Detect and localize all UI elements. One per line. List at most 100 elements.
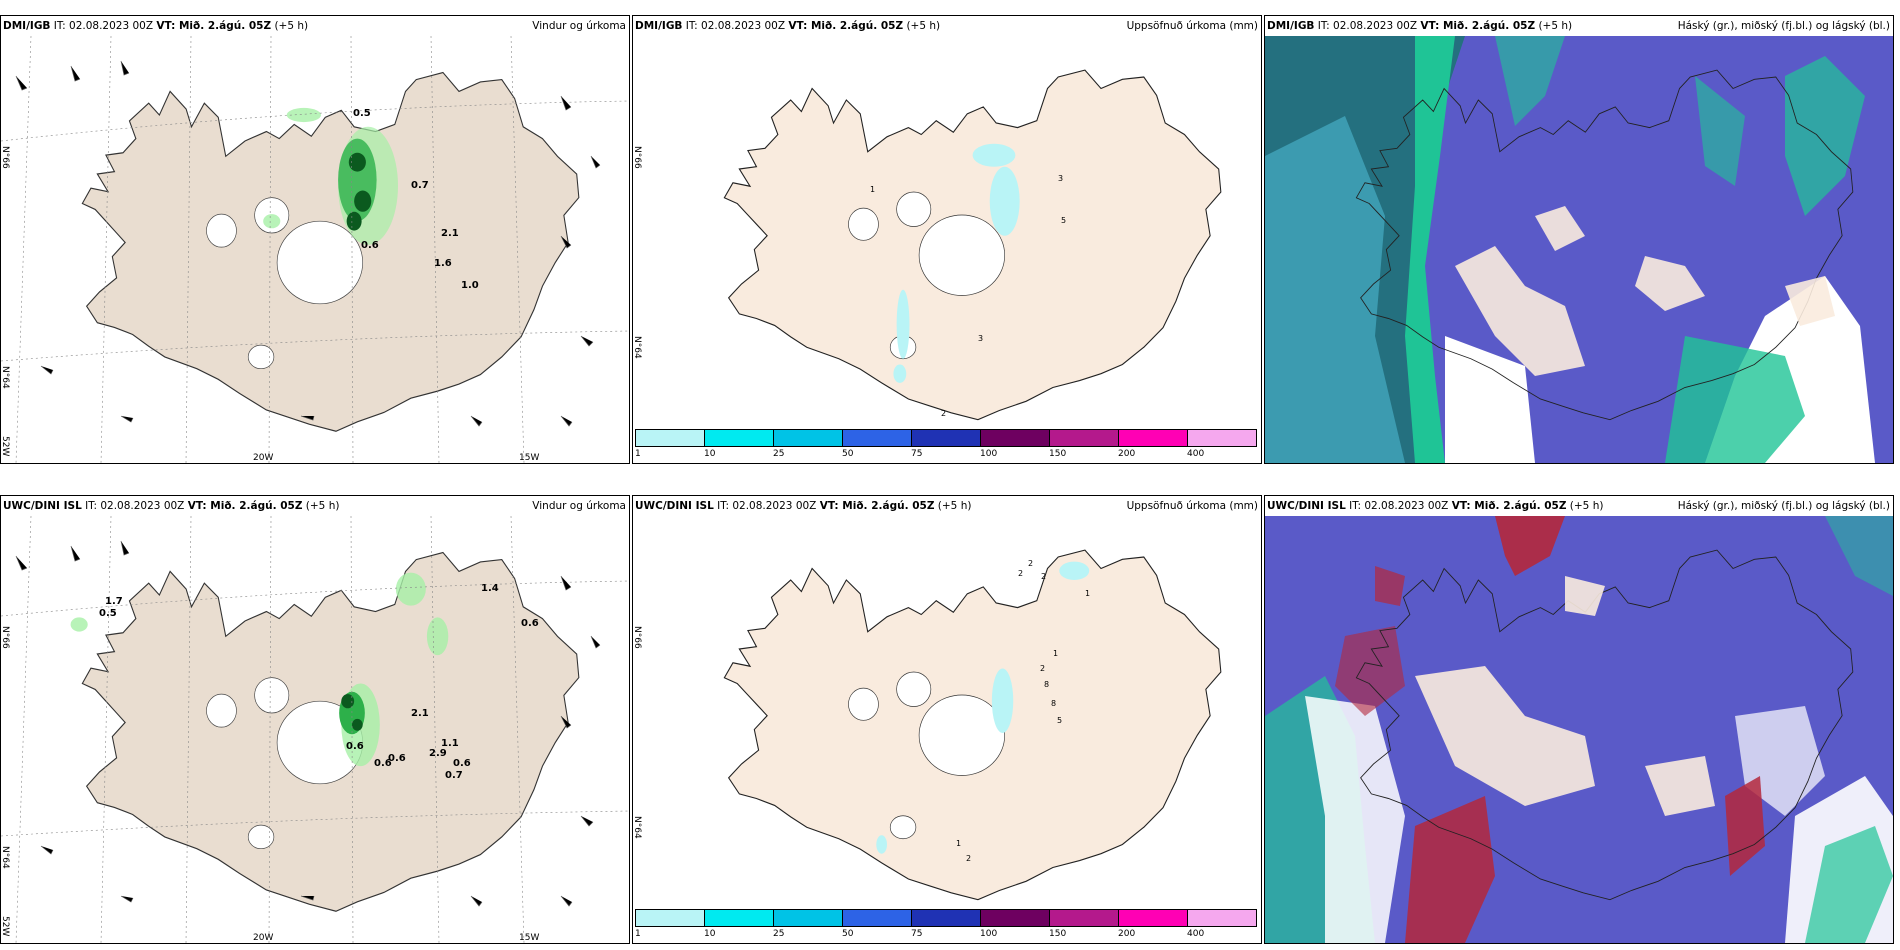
precip-label: 1.0 xyxy=(461,280,479,291)
panel-uwc-wind-precip: UWC/DINI ISL IT: 02.08.2023 00Z VT: Mið.… xyxy=(0,495,630,944)
lat-label: N°66 xyxy=(633,146,642,169)
precip-label: 2.1 xyxy=(411,708,429,719)
init-time: IT: 02.08.2023 00Z xyxy=(53,20,154,32)
wind-precip-map: 0.5 0.7 0.6 2.1 1.6 1.0 N°66 N°64 52W 20… xyxy=(1,36,629,463)
lat-label: N°66 xyxy=(633,626,642,649)
colorbar-tick-label: 1 xyxy=(635,929,641,939)
contour-label: 3 xyxy=(1058,174,1063,183)
valid-time: VT: Mið. 2.ágú. 05Z xyxy=(187,500,303,512)
lon-label: 52W xyxy=(1,916,10,936)
precip-label: 0.5 xyxy=(353,108,371,119)
colorbar-swatch xyxy=(704,429,774,447)
contour-label: 2 xyxy=(1041,572,1046,581)
lat-label: N°64 xyxy=(1,366,10,389)
colorbar-swatch xyxy=(635,909,705,927)
lon-label: 15W xyxy=(519,933,539,943)
precip-label: 1.1 xyxy=(441,738,459,749)
precip-label: 0.6 xyxy=(346,741,364,752)
colorbar-tick-label: 25 xyxy=(773,929,785,939)
colorbar-swatch xyxy=(911,909,981,927)
colorbar-swatch xyxy=(1049,429,1119,447)
contour-label: 5 xyxy=(1061,216,1066,225)
precip-label: 1.7 xyxy=(105,596,123,607)
precip-label: 2.1 xyxy=(441,228,459,239)
colorbar-tick-label: 400 xyxy=(1187,449,1205,459)
valid-time: VT: Mið. 2.ágú. 05Z xyxy=(788,20,904,32)
colorbar-tick-label: 50 xyxy=(842,929,854,939)
precip-label: 1.4 xyxy=(481,583,499,594)
lead-time: (+5 h) xyxy=(305,500,340,512)
contour-label: 1 xyxy=(1085,589,1090,598)
valid-time: VT: Mið. 2.ágú. 05Z xyxy=(1420,20,1536,32)
panel-dmi-wind-precip: DMI/IGB IT: 02.08.2023 00Z VT: Mið. 2.ág… xyxy=(0,15,630,464)
contour-label: 1 xyxy=(1053,649,1058,658)
lon-label: 15W xyxy=(519,453,539,463)
precip-label: 0.7 xyxy=(411,180,429,191)
lat-label: N°66 xyxy=(1,626,10,649)
field-name: Uppsöfnuð úrkoma (mm) xyxy=(1126,20,1258,32)
colorbar-tick-label: 1 xyxy=(635,449,641,459)
model-name: DMI/IGB xyxy=(3,20,51,32)
contour-label: 2 xyxy=(1040,664,1045,673)
colorbar-tick-label: 75 xyxy=(911,449,923,459)
lead-time: (+5 h) xyxy=(906,20,941,32)
contour-label: 8 xyxy=(1051,699,1056,708)
contour-label: 1 xyxy=(956,839,961,848)
contour-label: 1 xyxy=(870,185,875,194)
precip-label: 2.9 xyxy=(429,748,447,759)
colorbar-swatch xyxy=(842,429,912,447)
colorbar-tick-label: 50 xyxy=(842,449,854,459)
field-name: Uppsöfnuð úrkoma (mm) xyxy=(1126,500,1258,512)
lead-time: (+5 h) xyxy=(274,20,309,32)
lead-time: (+5 h) xyxy=(1538,20,1573,32)
colorbar-tick-label: 10 xyxy=(704,929,716,939)
contour-label: 2 xyxy=(1018,569,1023,578)
colorbar-swatch xyxy=(1187,909,1257,927)
precip-label: 0.6 xyxy=(453,758,471,769)
colorbar-tick-label: 25 xyxy=(773,449,785,459)
colorbar-swatch xyxy=(635,429,705,447)
colorbar-swatch xyxy=(980,429,1050,447)
precip-label: 0.6 xyxy=(361,240,379,251)
init-time: IT: 02.08.2023 00Z xyxy=(717,500,817,512)
lon-label: 20W xyxy=(253,453,273,463)
field-name: Vindur og úrkoma xyxy=(532,20,626,32)
precip-label: 0.7 xyxy=(445,770,463,781)
precip-label: 0.6 xyxy=(374,758,392,769)
colorbar-tick-label: 75 xyxy=(911,929,923,939)
panel-header: DMI/IGB IT: 02.08.2023 00Z VT: Mið. 2.ág… xyxy=(1,16,629,36)
valid-time: VT: Mið. 2.ágú. 05Z xyxy=(1451,500,1567,512)
lat-label: N°64 xyxy=(1,846,10,869)
colorbar-swatch xyxy=(704,909,774,927)
lat-label: N°64 xyxy=(633,336,642,359)
colorbar-tick-label: 100 xyxy=(980,449,998,459)
panel-dmi-accum-precip: DMI/IGB IT: 02.08.2023 00Z VT: Mið. 2.ág… xyxy=(632,15,1262,464)
panel-header: UWC/DINI ISL IT: 02.08.2023 00Z VT: Mið.… xyxy=(1265,496,1893,516)
colorbar-tick-label: 150 xyxy=(1049,929,1067,939)
contour-label: 2 xyxy=(966,854,971,863)
init-time: IT: 02.08.2023 00Z xyxy=(685,20,786,32)
lead-time: (+5 h) xyxy=(1569,500,1604,512)
precip-label: 0.6 xyxy=(388,753,406,764)
contour-label: 5 xyxy=(1057,716,1062,725)
panel-dmi-clouds: DMI/IGB IT: 02.08.2023 00Z VT: Mið. 2.ág… xyxy=(1264,15,1894,464)
colorbar-swatch xyxy=(1118,909,1188,927)
panel-header: DMI/IGB IT: 02.08.2023 00Z VT: Mið. 2.ág… xyxy=(633,16,1261,36)
wind-precip-map: 1.7 0.5 1.4 0.6 2.1 1.1 0.6 0.6 0.6 2.9 … xyxy=(1,516,629,943)
accum-precip-map: 1 3 5 3 2 N°66 N°64 xyxy=(633,36,1261,463)
lon-label: 52W xyxy=(1,436,10,456)
lon-label: 20W xyxy=(253,933,273,943)
colorbar: 1 10 25 50 75 100 150 200 400 xyxy=(633,427,1261,463)
colorbar-swatch xyxy=(1187,429,1257,447)
colorbar-tick-label: 100 xyxy=(980,929,998,939)
colorbar-swatch xyxy=(1049,909,1119,927)
valid-time: VT: Mið. 2.ágú. 05Z xyxy=(819,500,935,512)
field-name: Háský (gr.), miðský (fj.bl.) og lágský (… xyxy=(1677,500,1890,512)
colorbar-swatch xyxy=(1118,429,1188,447)
contour-label: 8 xyxy=(1044,680,1049,689)
colorbar-tick-label: 200 xyxy=(1118,449,1136,459)
colorbar-tick-label: 400 xyxy=(1187,929,1205,939)
panel-header: UWC/DINI ISL IT: 02.08.2023 00Z VT: Mið.… xyxy=(1,496,629,516)
contour-label: 3 xyxy=(978,334,983,343)
panel-uwc-accum-precip: UWC/DINI ISL IT: 02.08.2023 00Z VT: Mið.… xyxy=(632,495,1262,944)
